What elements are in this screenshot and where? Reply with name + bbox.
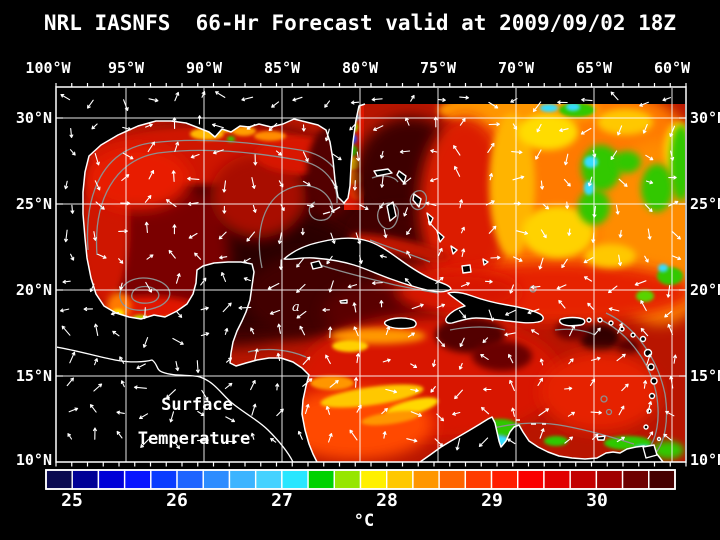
- mainland-north-fill: [57, 88, 365, 462]
- colorbar-tick-25: 25: [61, 490, 83, 511]
- martinique: [650, 377, 658, 385]
- virgin-islands-west: [597, 317, 603, 323]
- lat-label-right-10n: 10°N: [690, 451, 720, 469]
- gulf-coastline: [82, 103, 366, 462]
- colorbar-segment: [517, 469, 545, 490]
- colorbar-segment: [543, 469, 571, 490]
- lon-label-75w: 75°W: [419, 59, 457, 77]
- isla-juventud: [310, 260, 323, 270]
- colorbar-segment: [97, 469, 126, 490]
- lat-label-left-20n: 20°N: [15, 281, 52, 299]
- colorbar-segment: [569, 469, 598, 490]
- cayman: [339, 299, 348, 304]
- lat-label-left-25n: 25°N: [15, 195, 52, 213]
- contour-label-a: a: [292, 300, 300, 315]
- lon-label-80w: 80°W: [341, 59, 379, 77]
- colorbar-tick-27: 27: [271, 490, 293, 511]
- colorbar: [45, 469, 676, 490]
- graticule: [56, 88, 686, 462]
- colorbar-segment: [595, 469, 624, 490]
- tobago: [656, 436, 662, 442]
- plot-title: NRL IASNFS 66-Hr Forecast valid at 2009/…: [43, 11, 677, 35]
- colorbar-segment: [71, 469, 100, 490]
- colorbar-segment: [254, 469, 283, 490]
- lat-label-right-15n: 15°N: [690, 367, 720, 385]
- margarita: [596, 435, 606, 441]
- st-lucia: [648, 392, 656, 400]
- colorbar-segment: [123, 469, 152, 490]
- degree-ticks: [55, 83, 687, 467]
- antigua: [639, 335, 647, 343]
- colorbar-segment: [202, 469, 231, 490]
- grenada: [643, 424, 649, 430]
- trinidad: [642, 444, 658, 459]
- jamaica: [383, 317, 417, 330]
- hispaniola: [445, 291, 544, 324]
- colorbar-segment: [490, 469, 519, 490]
- colorbar-segment: [359, 469, 388, 490]
- colorbar-segment: [176, 469, 204, 490]
- lat-label-right-25n: 25°N: [690, 195, 720, 213]
- lat-label-left-15n: 15°N: [15, 367, 52, 385]
- colorbar-tick-26: 26: [166, 490, 188, 511]
- culebra: [586, 317, 592, 323]
- dominica: [647, 363, 655, 371]
- colorbar-segment: [228, 469, 257, 490]
- colorbar-segment: [438, 469, 467, 490]
- cat-island: [426, 212, 434, 226]
- turks: [482, 258, 489, 266]
- andros: [386, 201, 397, 222]
- great-inagua: [461, 264, 472, 274]
- abc-islands: [516, 419, 546, 425]
- colorbar-segment: [412, 469, 440, 490]
- colorbar-segment: [281, 469, 309, 490]
- colorbar-segment: [621, 469, 650, 490]
- pacific-coastline: [57, 346, 294, 462]
- lat-label-left-10n: 10°N: [15, 451, 52, 469]
- lon-label-100w: 100°W: [25, 59, 71, 77]
- landmass: [57, 88, 664, 462]
- virgin-islands: [608, 320, 614, 326]
- islands: [283, 168, 662, 459]
- lat-label-left-30n: 30°N: [15, 109, 52, 127]
- colorbar-unit: °C: [353, 511, 375, 531]
- colorbar-segment: [150, 469, 178, 490]
- overlay-label-surface: Surface: [161, 395, 233, 415]
- colorbar-tick-30: 30: [586, 490, 608, 511]
- lon-label-65w: 65°W: [575, 59, 613, 77]
- colorbar-tick-29: 29: [481, 490, 503, 511]
- colorbar-segment: [648, 469, 676, 490]
- cuba: [283, 237, 452, 293]
- colorbar-segment: [45, 469, 73, 490]
- lat-label-right-30n: 30°N: [690, 109, 720, 127]
- colorbar-tick-28: 28: [376, 490, 398, 511]
- lon-label-70w: 70°W: [497, 59, 535, 77]
- colorbar-segment: [464, 469, 493, 490]
- lon-label-85w: 85°W: [263, 59, 301, 77]
- vector-arrows: [59, 91, 682, 451]
- crooked-island: [450, 245, 458, 255]
- lon-label-90w: 90°W: [185, 59, 223, 77]
- lon-label-95w: 95°W: [107, 59, 145, 77]
- puerto-rico: [558, 316, 586, 327]
- colorbar-segment: [307, 469, 335, 490]
- sst-field: [57, 88, 685, 462]
- lat-label-right-20n: 20°N: [690, 281, 720, 299]
- south-america-coastline: [419, 416, 664, 462]
- grand-bahama: [373, 168, 393, 177]
- overlay-label-temperature: Temperature: [137, 429, 251, 449]
- st-kitts: [630, 332, 636, 338]
- colorbar-segment: [333, 469, 362, 490]
- south-america-fill: [420, 417, 663, 462]
- colorbar-segment: [386, 469, 414, 490]
- lon-label-60w: 60°W: [653, 59, 691, 77]
